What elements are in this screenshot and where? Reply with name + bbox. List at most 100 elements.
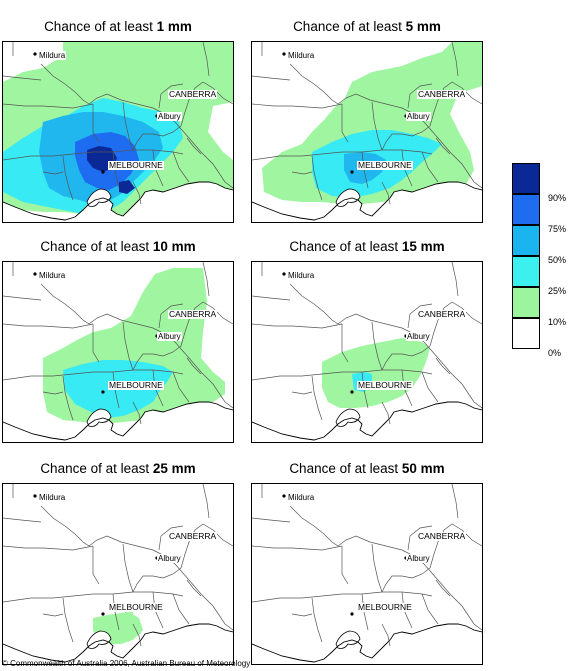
district-border — [122, 543, 134, 593]
port-phillip-bay — [86, 630, 112, 649]
panel-title-prefix: Chance of at least — [289, 461, 402, 476]
panel-title-amount: 25 mm — [152, 461, 196, 476]
legend-swatch-cyan — [512, 256, 540, 287]
forecast-panel-1mm: Chance of at least 1 mm Mildura CANBERRA Al… — [2, 19, 234, 223]
district-border — [3, 75, 42, 81]
port-phillip-bay — [335, 630, 361, 649]
district-border — [180, 81, 233, 127]
district-border — [381, 567, 431, 593]
probability-region-dark — [87, 146, 135, 194]
district-border — [289, 283, 482, 409]
probability-cell-green — [115, 632, 123, 640]
district-border — [252, 545, 343, 551]
district-border — [3, 591, 184, 603]
place-label-albury: Albury — [406, 554, 431, 563]
panel-title-amount: 1 mm — [156, 19, 192, 34]
map-graphic — [252, 42, 482, 222]
place-label-canberra: CANBERRA — [168, 531, 218, 541]
port-phillip-bay — [86, 188, 112, 207]
place-label-melbourne: MELBOURNE — [108, 380, 164, 390]
place-marker-mildura — [282, 494, 286, 498]
district-border — [291, 171, 313, 175]
panel-title: Chance of at least 5 mm — [251, 19, 483, 34]
district-border — [311, 597, 323, 643]
place-label-mildura: Mildura — [38, 271, 67, 280]
probability-region-green — [322, 338, 430, 408]
district-border — [381, 125, 431, 151]
panel-title-prefix: Chance of at least — [289, 239, 402, 254]
rainfall-map: Mildura CANBERRA Albury MELBOURNE — [251, 41, 483, 223]
rainfall-map: Mildura CANBERRA Albury MELBOURNE — [2, 41, 234, 223]
probability-cell-green — [133, 626, 141, 634]
place-label-albury: Albury — [406, 112, 431, 121]
district-border — [421, 151, 439, 183]
district-border — [252, 591, 433, 603]
district-border — [112, 371, 120, 409]
district-border — [172, 593, 190, 625]
district-border — [361, 371, 369, 409]
panel-title: Chance of at least 10 mm — [2, 239, 234, 254]
district-border — [202, 42, 210, 77]
forecast-panel-50mm: Chance of at least 50 mm Mildura CANBERRA A… — [251, 461, 483, 665]
district-border — [3, 369, 184, 381]
rainfall-map: Mildura CANBERRA Albury MELBOURNE — [2, 483, 234, 665]
district-border — [3, 149, 184, 161]
sea-area — [252, 624, 482, 664]
district-border — [421, 371, 439, 403]
copyright-notice: © Commonwealth of Australia 2006, Austra… — [2, 659, 251, 668]
district-border — [186, 579, 202, 597]
district-border — [341, 104, 349, 143]
district-border — [252, 75, 291, 81]
place-marker-melbourne — [350, 170, 354, 174]
legend-label-90: 90% — [548, 193, 567, 203]
district-border — [451, 484, 459, 519]
panel-title: Chance of at least 25 mm — [2, 461, 234, 476]
place-marker-mildura — [33, 494, 37, 498]
legend-label-25: 25% — [548, 286, 567, 296]
place-marker-mildura — [282, 272, 286, 276]
district-border — [92, 324, 100, 363]
legend-swatch-dark — [512, 163, 540, 194]
district-border — [252, 369, 433, 381]
district-border — [3, 517, 42, 523]
place-label-albury: Albury — [406, 332, 431, 341]
coastline — [3, 181, 233, 221]
district-border — [40, 505, 233, 631]
rainfall-map: Mildura CANBERRA Albury MELBOURNE — [2, 261, 234, 443]
district-border — [252, 103, 343, 109]
place-marker-melbourne — [101, 170, 105, 174]
district-border — [132, 623, 142, 647]
port-phillip-bay — [86, 408, 112, 427]
district-border — [291, 391, 313, 395]
place-marker-melbourne — [350, 390, 354, 394]
district-border — [451, 262, 459, 297]
district-border — [289, 505, 482, 631]
place-label-mildura: Mildura — [287, 493, 316, 502]
district-border — [3, 103, 94, 109]
forecast-panel-15mm: Chance of at least 15 mm Mildura CANBERRA A… — [251, 239, 483, 443]
panel-title-prefix: Chance of at least — [40, 461, 153, 476]
sea-area — [3, 402, 233, 442]
map-graphic — [252, 484, 482, 664]
district-border — [381, 623, 391, 647]
district-border — [429, 523, 482, 569]
district-border — [180, 523, 233, 569]
probability-cell-green — [107, 618, 115, 626]
panel-title: Chance of at least 1 mm — [2, 19, 234, 34]
panel-title-prefix: Chance of at least — [293, 19, 406, 34]
district-border — [407, 303, 433, 329]
rainfall-map: Mildura CANBERRA Albury MELBOURNE — [251, 261, 483, 443]
district-border — [62, 155, 74, 201]
district-border — [112, 151, 120, 189]
district-border — [112, 593, 120, 631]
district-border — [42, 613, 64, 617]
district-border — [371, 321, 383, 371]
sea-area — [3, 182, 233, 222]
coastline — [252, 181, 482, 221]
place-label-albury: Albury — [157, 554, 182, 563]
district-border — [186, 357, 202, 375]
place-label-albury: Albury — [157, 332, 182, 341]
district-border — [158, 303, 184, 329]
coastline — [3, 401, 233, 441]
forecast-panel-5mm: Chance of at least 5 mm Mildura CANBERRA Al… — [251, 19, 483, 223]
